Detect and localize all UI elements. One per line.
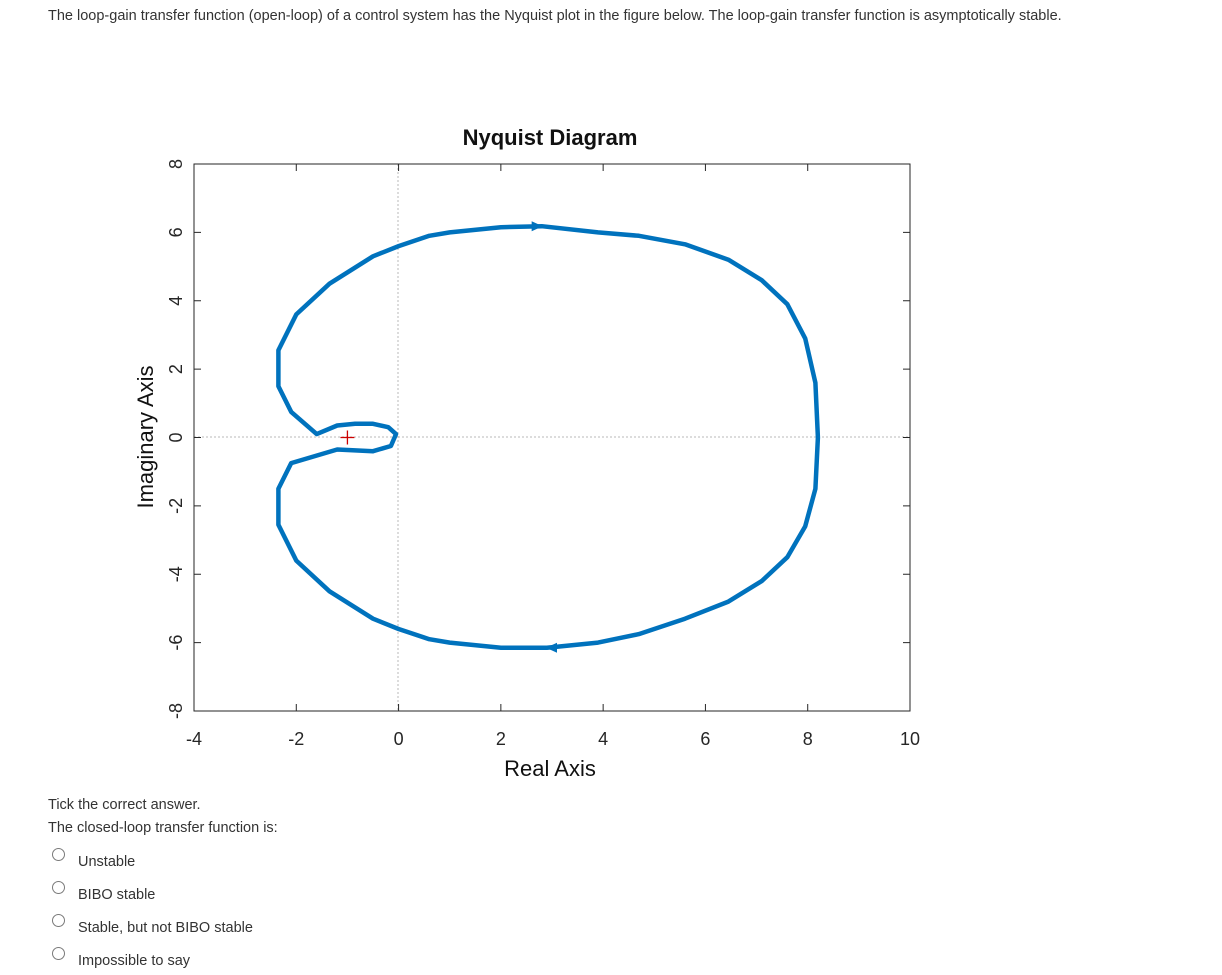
radio-button[interactable] — [52, 848, 65, 861]
radio-button[interactable] — [52, 947, 65, 960]
y-tick-label: -2 — [166, 498, 186, 514]
zero-reference-lines — [194, 164, 910, 711]
y-tick-label: -4 — [166, 566, 186, 582]
critical-point-marker — [340, 430, 355, 445]
y-axis-label: Imaginary Axis — [133, 365, 158, 508]
answer-option-stable-not-bibo[interactable]: Stable, but not BIBO stable — [52, 913, 253, 937]
direction-arrows — [531, 221, 557, 653]
x-tick-label: 8 — [803, 729, 813, 749]
y-tick-labels: 8 6 4 2 0 -2 -4 -6 -8 — [166, 159, 186, 719]
y-ticks — [194, 163, 910, 712]
x-axis-label: Real Axis — [504, 756, 596, 781]
answer-label: Impossible to say — [78, 953, 191, 969]
x-tick-label: 4 — [598, 729, 608, 749]
chart-title: Nyquist Diagram — [463, 125, 638, 150]
answer-label: Unstable — [78, 854, 136, 870]
x-tick-label: 0 — [394, 729, 404, 749]
direction-arrow — [546, 642, 557, 653]
nyquist-figure: Nyquist Diagram -4 -2 0 2 4 6 8 10 8 6 4 2 0 -2 -4 -6 -… — [133, 125, 920, 781]
instruction-text: Tick the correct answer. — [48, 797, 201, 813]
y-tick-label: -6 — [166, 635, 186, 651]
answer-option-impossible-to-say[interactable]: Impossible to say — [52, 946, 190, 970]
radio-button[interactable] — [52, 914, 65, 927]
answer-label: BIBO stable — [78, 887, 156, 903]
answer-option-bibo-stable[interactable]: BIBO stable — [52, 880, 155, 904]
y-tick-label: 4 — [166, 296, 186, 306]
x-tick-label: -2 — [288, 729, 304, 749]
x-tick-label: 2 — [496, 729, 506, 749]
question-text: The loop-gain transfer function (open-lo… — [48, 8, 1062, 24]
answer-label: Stable, but not BIBO stable — [78, 920, 253, 936]
y-tick-label: 2 — [166, 364, 186, 374]
x-tick-label: 10 — [900, 729, 920, 749]
x-tick-label: -4 — [186, 729, 202, 749]
answer-option-unstable[interactable]: Unstable — [52, 847, 135, 871]
x-ticks — [193, 164, 911, 711]
y-tick-label: 8 — [166, 159, 186, 169]
radio-button[interactable] — [52, 881, 65, 894]
y-tick-label: -8 — [166, 703, 186, 719]
y-tick-label: 6 — [166, 227, 186, 237]
nyquist-series — [276, 223, 821, 651]
nyquist-curve — [276, 223, 821, 651]
direction-arrow — [531, 221, 543, 232]
question-subprompt: The closed-loop transfer function is: — [48, 820, 278, 836]
x-tick-label: 6 — [700, 729, 710, 749]
x-tick-labels: -4 -2 0 2 4 6 8 10 — [186, 729, 920, 749]
y-tick-label: 0 — [166, 432, 186, 442]
